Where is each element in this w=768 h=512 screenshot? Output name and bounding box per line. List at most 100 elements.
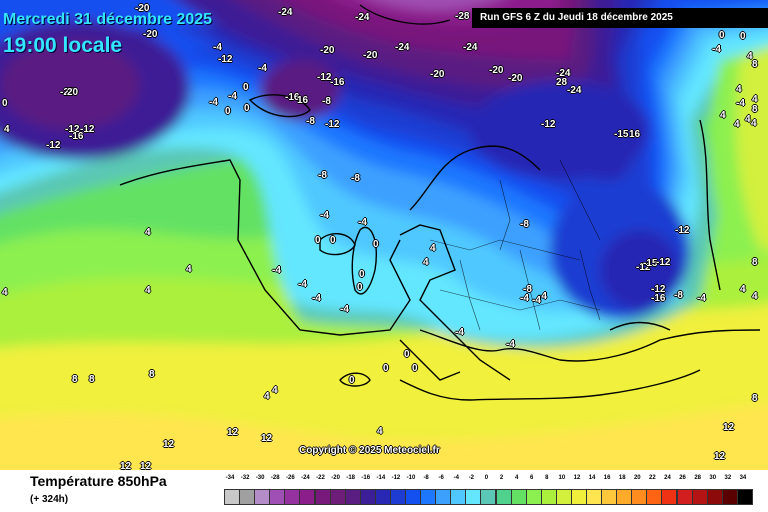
legend-tick-label: -4 [453, 475, 459, 481]
legend-swatch [525, 489, 542, 505]
run-info: Run GFS 6 Z du Jeudi 18 décembre 2025 [472, 8, 768, 28]
temperature-label: -8 [306, 116, 315, 127]
temperature-label: -12 [317, 72, 332, 83]
legend-tick-label: 14 [588, 475, 596, 481]
temperature-label: 16 [297, 95, 309, 106]
temperature-label: -12 [636, 262, 651, 273]
variable-name: Température 850hPa [30, 473, 167, 489]
temperature-label: -24 [556, 68, 571, 79]
temperature-label: 0 [225, 106, 231, 117]
legend-swatch [676, 489, 693, 505]
legend-swatch [314, 489, 331, 505]
temperature-label: -4 [697, 293, 706, 304]
temperature-label: -20 [508, 73, 523, 84]
legend-swatch [344, 489, 361, 505]
temperature-label: 0 [330, 235, 336, 246]
temperature-label: -4 [712, 44, 721, 55]
footer: Température 850hPa (+ 324h) -34 -32 -30 -28… [0, 470, 768, 512]
legend-tick-label: 4 [514, 475, 519, 481]
temperature-label: -8 [318, 170, 327, 181]
temperature-label: 4 [272, 385, 278, 396]
temperature-field [0, 0, 768, 470]
legend-swatch [405, 489, 422, 505]
temperature-label: 12 [723, 422, 735, 433]
temperature-label: -20 [489, 65, 504, 76]
temperature-label: -8 [351, 173, 360, 184]
temperature-label: 12 [714, 451, 726, 462]
temperature-label: -12 [46, 140, 61, 151]
temperature-label: 8 [752, 393, 758, 404]
temperature-label: 28 [556, 77, 568, 88]
temperature-label: -20 [430, 69, 445, 80]
borders [429, 159, 601, 331]
temperature-label: -4 [520, 293, 529, 304]
legend-swatch [601, 489, 618, 505]
legend-tick-label: 26 [679, 475, 686, 481]
temperature-label: 4 [264, 391, 270, 402]
legend-tick-label: 10 [558, 475, 566, 481]
legend-swatch [570, 489, 587, 505]
legend-tick-label: -22 [316, 475, 325, 481]
temperature-label: 0 [315, 235, 321, 246]
temperature-label: 0 [2, 98, 8, 109]
legend-tick-label: -26 [285, 475, 295, 481]
legend-tick-label: 12 [573, 475, 581, 481]
temperature-label: 20 [67, 87, 79, 98]
legend-tick-label: 2 [499, 475, 504, 481]
temperature-label: -4 [538, 291, 547, 302]
legend-swatch [631, 489, 648, 505]
temperature-label: -4 [532, 295, 541, 306]
temperature-label: 0 [349, 375, 355, 386]
legend-swatch [555, 489, 572, 505]
temperature-label: -4 [213, 42, 222, 53]
temperature-label: -15 [643, 258, 658, 269]
temperature-label: -24 [355, 12, 370, 23]
temperature-label: -24 [463, 42, 478, 53]
color-legend: -34 -32 -30 -28 -26 -24 -22 -20 -18 -16 -14 -12 -10-… [224, 475, 753, 507]
temperature-label: -8 [322, 96, 331, 107]
temperature-label: -28 [455, 11, 470, 22]
temperature-label: -4 [298, 279, 307, 290]
temperature-label: 0 [373, 239, 379, 250]
legend-tick-label: -34 [225, 475, 235, 481]
temperature-label: 4 [752, 291, 758, 302]
legend-tick-label: -30 [255, 475, 265, 481]
legend-tick-label: 8 [545, 475, 549, 481]
temperature-label: -15 [614, 129, 629, 140]
temperature-label: 8 [752, 257, 758, 268]
legend-swatch [691, 489, 708, 505]
legend-tick-label: 28 [694, 475, 701, 481]
temperature-label: 0 [357, 282, 363, 293]
temperature-label: 8 [89, 374, 95, 385]
legend-swatch [495, 489, 512, 505]
temperature-label: -12 [325, 119, 340, 130]
temperature-label: 4 [377, 426, 383, 437]
temperature-label: 4 [740, 284, 746, 295]
temperature-label: -8 [674, 290, 683, 301]
temperature-label: 4 [2, 287, 8, 298]
temperature-label: -4 [258, 63, 267, 74]
temperature-label: 12 [120, 461, 132, 471]
legend-tick-label: 30 [709, 475, 717, 481]
legend-tick-label: -24 [301, 475, 310, 481]
temperature-label: 0 [383, 363, 389, 374]
temperature-label: -24 [395, 42, 410, 53]
legend-tick-label: -16 [361, 475, 371, 481]
legend-swatch [374, 489, 391, 505]
legend-tick-label: -6 [438, 475, 444, 481]
legend-tick-label: 0 [484, 475, 489, 481]
legend-swatch [389, 489, 406, 505]
legend-tick-label: -18 [346, 475, 355, 481]
temperature-label: -12 [651, 284, 666, 295]
temperature-label: 4 [4, 124, 10, 135]
legend-swatch [706, 489, 723, 505]
temperature-label: -8 [520, 219, 529, 230]
legend-swatch [510, 489, 527, 505]
legend-tick-label: -12 [391, 475, 401, 481]
temperature-label: 4 [145, 285, 151, 296]
temperature-label: -4 [736, 98, 745, 109]
temperature-label: 4 [145, 227, 151, 238]
temperature-label: -8 [523, 284, 532, 295]
temperature-label: -20 [363, 50, 378, 61]
temperature-label: -12 [218, 54, 233, 65]
